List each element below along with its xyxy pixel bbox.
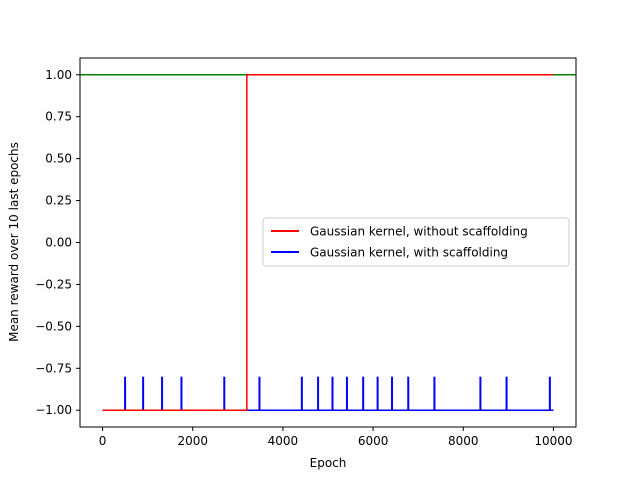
legend-label-series-0: Gaussian kernel, without scaffolding: [310, 225, 528, 239]
y-tick-label-8: 1.00: [45, 68, 72, 82]
x-tick-label-2: 4000: [268, 434, 299, 448]
y-tick-label-3: −0.25: [35, 277, 72, 291]
y-tick-label-6: 0.50: [45, 152, 72, 166]
y-tick-label-0: −1.00: [35, 403, 72, 417]
y-tick-label-4: 0.00: [45, 236, 72, 250]
x-tick-label-5: 10000: [534, 434, 572, 448]
y-tick-label-5: 0.25: [45, 194, 72, 208]
y-tick-label-1: −0.75: [35, 361, 72, 375]
legend: Gaussian kernel, without scaffolding Gau…: [262, 217, 570, 267]
x-axis-label: Epoch: [310, 456, 347, 470]
x-tick-label-4: 8000: [448, 434, 479, 448]
y-tick-label-2: −0.50: [35, 319, 72, 333]
legend-box: [262, 217, 570, 267]
y-axis-label: Mean reward over 10 last epochs: [7, 142, 21, 342]
legend-label-series-1: Gaussian kernel, with scaffolding: [310, 246, 508, 260]
x-tick-label-3: 6000: [358, 434, 389, 448]
y-tick-label-7: 0.75: [45, 110, 72, 124]
series-without-scaffolding-line: [102, 74, 554, 411]
x-tick-label-0: 0: [99, 434, 107, 448]
x-tick-label-1: 2000: [177, 434, 208, 448]
